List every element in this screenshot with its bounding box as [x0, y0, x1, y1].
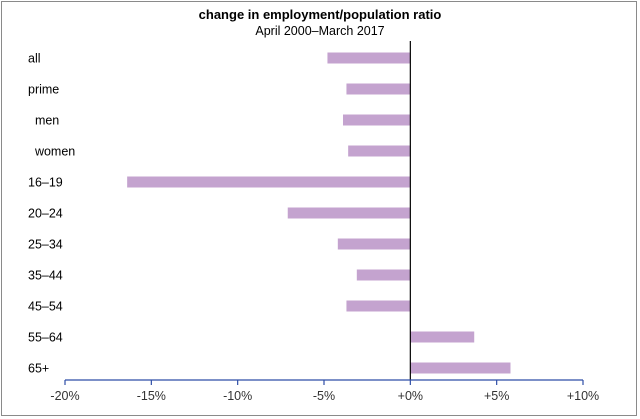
x-axis: -20% -15% -10% -5% +0% +5% +10%: [50, 379, 599, 403]
bar: [287, 207, 411, 219]
category-labels: all prime men women 16–19 20–24 25–34 35–44 45…: [28, 52, 75, 376]
bar: [348, 145, 411, 157]
x-tick-label: -10%: [223, 389, 252, 403]
category-label: men: [28, 114, 59, 128]
bars-group: [127, 52, 511, 374]
category-label: 45–54: [28, 300, 63, 314]
x-tick-label: +10%: [567, 389, 599, 403]
bar: [127, 176, 411, 188]
category-label: 65+: [28, 362, 49, 376]
bar: [327, 52, 411, 64]
category-label: 25–34: [28, 238, 63, 252]
x-tick-label: -5%: [313, 389, 335, 403]
category-label: 20–24: [28, 207, 63, 221]
bar: [410, 331, 475, 343]
chart-title: change in employment/population ratio: [199, 7, 442, 22]
category-label: 35–44: [28, 269, 63, 283]
x-tick-label: -15%: [137, 389, 166, 403]
category-label: prime: [28, 83, 59, 97]
bar: [410, 362, 511, 374]
bar: [346, 83, 411, 95]
bar: [337, 238, 411, 250]
bar: [342, 114, 411, 126]
x-tick-label: -20%: [50, 389, 79, 403]
bar: [356, 269, 411, 281]
category-label: 16–19: [28, 176, 63, 190]
category-label: all: [28, 52, 41, 66]
chart-subtitle: April 2000–March 2017: [255, 24, 384, 38]
category-label: women: [28, 145, 75, 159]
x-tick-label: +5%: [484, 389, 509, 403]
x-tick-label: +0%: [398, 389, 423, 403]
category-label: 55–64: [28, 331, 63, 345]
bar: [346, 300, 411, 312]
